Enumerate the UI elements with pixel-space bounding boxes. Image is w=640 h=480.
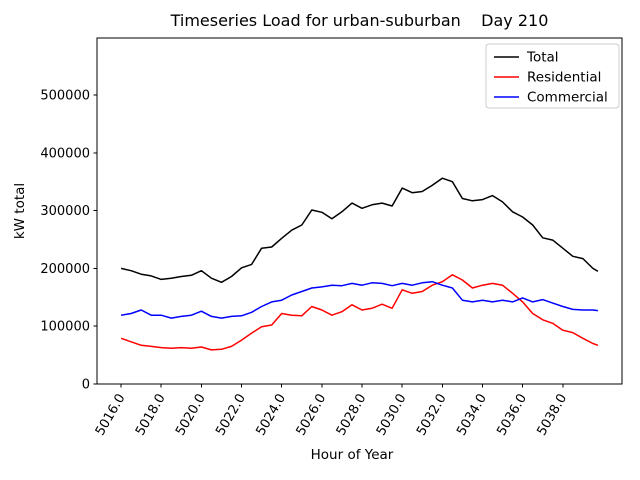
y-axis-label: kW total [12,183,28,239]
x-tick-label: 5026.0 [294,392,330,439]
y-tick-label: 0 [82,378,90,393]
legend-label-commercial: Commercial [527,90,608,106]
x-tick-label: 5030.0 [374,392,410,439]
y-tick-label: 200000 [40,262,90,277]
y-tick-label: 400000 [40,146,90,161]
y-axis-ticks: 0 100000 200000 300000 400000 500000 [40,88,97,393]
x-tick-label: 5034.0 [454,392,490,439]
x-tick-label: 5020.0 [173,392,209,439]
x-tick-label: 5028.0 [334,392,370,439]
y-tick-label: 100000 [40,320,90,335]
x-tick-label: 5016.0 [93,392,129,439]
x-tick-label: 5018.0 [133,392,169,439]
chart-title: Timeseries Load for urban-suburban Day 2… [170,11,549,30]
x-tick-label: 5032.0 [414,392,450,439]
x-tick-label: 5022.0 [213,392,249,439]
legend-label-residential: Residential [527,70,601,86]
series-line-commercial [120,280,598,319]
y-tick-label: 300000 [40,204,90,219]
x-axis-ticks: 5016.0 5018.0 5020.0 5022.0 5024.0 5026.0 5028… [93,384,570,438]
legend-box [485,43,620,109]
legend-label-total: Total [526,50,559,66]
x-tick-label: 5036.0 [494,392,530,439]
series-line-total [120,177,599,284]
series-lines [120,177,599,351]
legend: Total Residential Commercial [485,43,620,109]
x-tick-label: 5038.0 [534,392,570,439]
x-axis-label: Hour of Year [311,447,394,463]
series-line-residential [120,274,599,351]
y-tick-label: 500000 [40,88,90,103]
x-tick-label: 5024.0 [253,392,289,439]
